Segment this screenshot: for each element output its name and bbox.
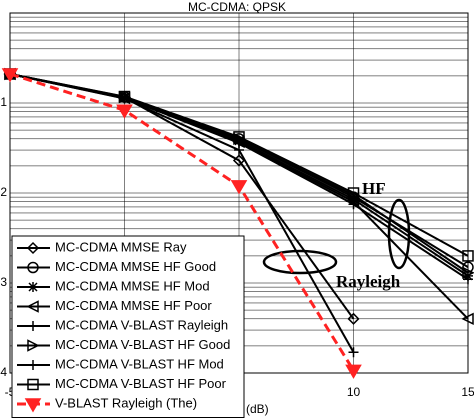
marker — [347, 312, 360, 325]
series-line — [9, 73, 469, 257]
y-tick-label: 3 — [0, 275, 7, 289]
y-tick-label: 1 — [0, 95, 7, 109]
marker — [345, 364, 362, 379]
legend-label: MC-CDMA V-BLAST HF Good — [55, 337, 230, 352]
legend-marker — [27, 261, 39, 274]
marker — [233, 131, 245, 143]
legend-marker — [27, 378, 39, 391]
marker — [116, 104, 133, 119]
hf-ellipse — [387, 198, 411, 270]
legend-label: MC-CDMA V-BLAST Rayleigh — [55, 317, 228, 332]
marker — [347, 187, 360, 199]
legend-marker — [27, 339, 40, 352]
legend-marker — [24, 398, 42, 413]
legend-marker — [26, 300, 39, 313]
chart-title: MC-CDMA: QPSK — [188, 0, 286, 14]
legend-label: V-BLAST Rayleigh (The) — [55, 395, 197, 410]
legend-marker — [28, 360, 38, 370]
legend-label: MC-CDMA V-BLAST HF Mod — [55, 356, 224, 371]
y-tick-label: 2 — [0, 185, 7, 199]
legend-label: MC-CDMA V-BLAST HF Poor — [55, 376, 227, 391]
marker — [234, 137, 244, 148]
legend-box — [11, 235, 245, 418]
legend-label: MC-CDMA MMSE HF Mod — [55, 278, 210, 293]
marker — [461, 312, 474, 326]
x-tick-label: 10 — [347, 385, 361, 399]
marker — [462, 250, 474, 262]
legend-label: MC-CDMA MMSE HF Good — [55, 259, 216, 274]
marker — [463, 274, 473, 285]
y-tick-label: 4 — [0, 365, 7, 379]
series-line — [9, 72, 355, 372]
marker — [232, 154, 246, 167]
marker — [348, 347, 359, 358]
x-tick-label: 15 — [461, 385, 474, 399]
annotation: HF — [362, 179, 386, 198]
legend-marker — [28, 321, 38, 331]
marker — [230, 180, 248, 195]
legend-label: MC-CDMA MMSE HF Poor — [55, 298, 212, 313]
legend-marker — [26, 241, 40, 255]
annotation: Rayleigh — [336, 272, 401, 291]
x-tick-label: -5 — [5, 385, 16, 399]
legend-marker — [28, 282, 38, 292]
marker — [1, 68, 19, 83]
marker — [118, 90, 131, 103]
legend-label: MC-CDMA MMSE Ray — [55, 239, 187, 254]
marker — [348, 199, 359, 210]
rayleigh-ellipse — [262, 249, 338, 275]
